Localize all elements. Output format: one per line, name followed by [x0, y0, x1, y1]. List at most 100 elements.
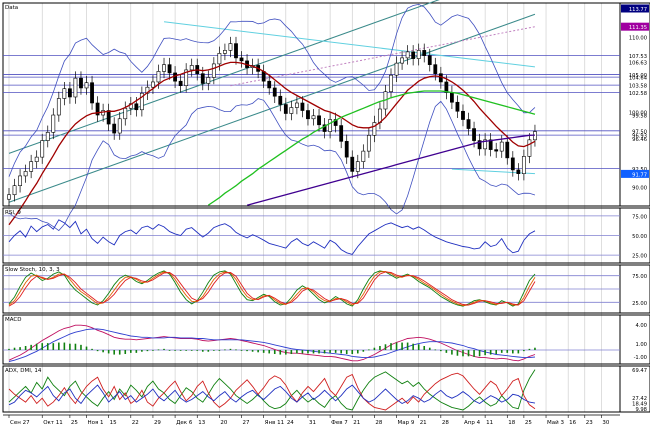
y-tick-label: 102.58 [629, 91, 647, 97]
histogram-bar [373, 347, 376, 350]
series-line [8, 384, 536, 406]
histogram-bar [368, 349, 370, 351]
histogram-bar [329, 350, 331, 353]
candle-body [488, 139, 493, 150]
histogram-bar [473, 350, 475, 357]
lower-band [8, 98, 536, 232]
axis-box [619, 264, 650, 314]
candle-body [450, 92, 454, 103]
histogram-bar [46, 343, 49, 350]
axis-ticks: 75.00 25.00 [632, 274, 647, 307]
x-tick-label: Сен 27 [10, 420, 30, 426]
histogram-bar [268, 350, 271, 354]
candle-body [12, 185, 17, 196]
candle-body [527, 139, 532, 157]
candle-body [427, 55, 432, 65]
y-tick-label: 4.00 [635, 323, 647, 329]
x-tick-label: 13 [198, 420, 205, 426]
candle-body [499, 141, 504, 152]
axis-ticks: 75.00 50.00 25.00 [632, 214, 647, 259]
histogram-bar [495, 350, 497, 355]
x-tick-label: 22 [132, 420, 139, 426]
trend-line [163, 21, 536, 68]
histogram-bar [423, 345, 426, 350]
series-line [8, 270, 536, 307]
y-tick-label: 105.00 [629, 73, 647, 79]
histogram-bar [124, 350, 127, 355]
histogram-bar [523, 350, 525, 352]
histogram-bar [395, 342, 398, 350]
x-tick-label: 30 [602, 420, 609, 426]
x-tick-label: 29 [154, 420, 161, 426]
candle-body [416, 50, 421, 59]
histogram-bar [69, 343, 71, 350]
histogram-bar [179, 350, 182, 351]
candle-body [317, 115, 321, 126]
histogram-bar [207, 350, 210, 352]
histogram-bar [157, 349, 160, 351]
x-tick-label: Янв 11 [265, 420, 284, 426]
candle-body [322, 124, 327, 132]
candle-body [178, 80, 183, 87]
candle-body [62, 88, 67, 99]
histogram-bar [118, 350, 121, 355]
candle-body [84, 82, 89, 89]
histogram-bar [152, 350, 154, 351]
histogram-bar [213, 350, 215, 351]
candle-body [283, 104, 288, 114]
series-line [8, 328, 536, 362]
histogram-bar [334, 350, 337, 353]
y-tick-label: 25.00 [632, 254, 647, 260]
histogram-bar [58, 342, 60, 350]
candle-body [289, 107, 294, 114]
candle-body [79, 77, 83, 89]
histogram-bar [323, 350, 326, 354]
candle-body [300, 102, 305, 111]
histogram-bar [285, 350, 287, 355]
candle-body [112, 123, 117, 134]
x-tick-label: Мар 9 [398, 420, 415, 426]
panel-frame [2, 314, 621, 365]
histogram-bar [113, 350, 115, 355]
histogram-bar [445, 350, 448, 353]
candle-body [134, 103, 139, 111]
axis-ticks: 4.00 1.00 -1.00 [634, 323, 647, 361]
y-tick-label: 50.00 [632, 234, 647, 240]
candle-body [151, 81, 155, 88]
histogram-bar [229, 348, 232, 350]
y-tick-label: -1.00 [634, 355, 647, 361]
histogram-bar [141, 350, 143, 352]
histogram-bar [19, 347, 21, 350]
x-tick-label: 28 [442, 420, 449, 426]
candle-body [455, 101, 460, 112]
histogram-bar [517, 350, 520, 354]
x-tick-label: 15 [110, 420, 117, 426]
histogram-bar [273, 350, 276, 355]
y-tick-label: 91.77 [632, 172, 647, 178]
histogram-bar [451, 350, 453, 355]
x-axis: Сен 27 Окт 11 25 Ноя 1 15 22 29 Дек 6 13 20 27 Янв … [3, 414, 620, 426]
histogram-bar [85, 346, 88, 350]
histogram-bar [428, 347, 431, 350]
candle-body [156, 71, 161, 83]
x-tick-label: 21 [420, 420, 427, 426]
series-line [8, 61, 536, 226]
series-line [8, 372, 536, 411]
x-tick-label: 24 [287, 420, 294, 426]
panel-macd: 4.00 1.00 -1.00 MACD [2, 314, 650, 365]
series-line [8, 369, 536, 411]
candle-body [18, 175, 22, 186]
candle-body [45, 132, 50, 141]
histogram-bar [340, 350, 342, 354]
histogram-bar [102, 350, 104, 353]
x-tick-label: Окт 11 [43, 420, 63, 426]
histogram-bar [489, 350, 492, 355]
candle-body [200, 73, 205, 84]
candle-body [422, 50, 427, 56]
histogram-bar [63, 342, 66, 350]
histogram-bar [279, 350, 282, 355]
histogram-bar [107, 350, 110, 354]
histogram-bar [130, 350, 132, 353]
